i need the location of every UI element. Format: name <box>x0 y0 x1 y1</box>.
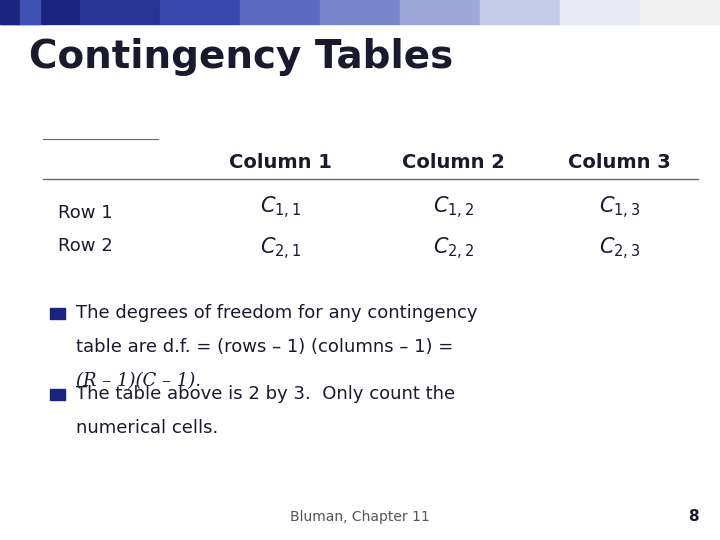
Bar <box>0 0 20 24</box>
Text: The degrees of freedom for any contingency: The degrees of freedom for any contingen… <box>76 304 477 322</box>
Bar <box>160 0 240 24</box>
Text: Column 2: Column 2 <box>402 152 505 172</box>
Text: Column 3: Column 3 <box>568 152 670 172</box>
Text: Contingency Tables: Contingency Tables <box>29 38 453 76</box>
Text: $C_{1,2}$: $C_{1,2}$ <box>433 195 474 221</box>
Text: Column 1: Column 1 <box>230 152 332 172</box>
Bar <box>50 308 65 319</box>
Text: (R – 1)(C – 1).: (R – 1)(C – 1). <box>76 372 201 390</box>
Bar <box>400 0 480 24</box>
Text: 8: 8 <box>688 509 698 524</box>
Bar <box>0 0 80 24</box>
Bar <box>480 0 560 24</box>
Text: $C_{2,2}$: $C_{2,2}$ <box>433 235 474 261</box>
Bar <box>320 0 400 24</box>
Text: Row 1: Row 1 <box>58 204 112 222</box>
Bar <box>560 0 640 24</box>
Text: The table above is 2 by 3.  Only count the: The table above is 2 by 3. Only count th… <box>76 385 455 403</box>
Text: $C_{2,3}$: $C_{2,3}$ <box>598 235 640 261</box>
Text: $C_{2,1}$: $C_{2,1}$ <box>260 235 302 261</box>
Text: Bluman, Chapter 11: Bluman, Chapter 11 <box>290 510 430 524</box>
Text: Row 2: Row 2 <box>58 237 112 255</box>
Text: numerical cells.: numerical cells. <box>76 419 218 437</box>
Bar <box>20 0 40 24</box>
Text: table are d.f. = (rows – 1) (columns – 1) =: table are d.f. = (rows – 1) (columns – 1… <box>76 338 453 356</box>
Bar <box>80 0 160 24</box>
Text: $C_{1,3}$: $C_{1,3}$ <box>598 195 640 221</box>
Bar <box>50 389 65 400</box>
Bar <box>240 0 320 24</box>
Text: $C_{1,1}$: $C_{1,1}$ <box>260 195 302 221</box>
Bar <box>640 0 720 24</box>
